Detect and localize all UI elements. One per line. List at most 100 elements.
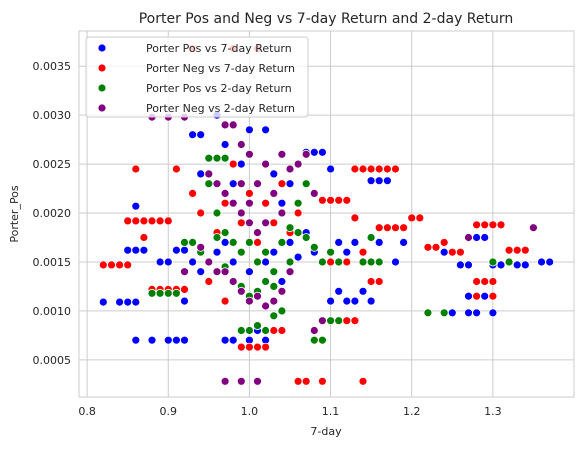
data-point [480, 291, 490, 301]
data-point [236, 286, 246, 296]
data-point [204, 257, 214, 267]
data-point [107, 260, 116, 270]
data-point [277, 208, 287, 218]
data-point [520, 260, 530, 270]
data-point [131, 335, 141, 345]
data-point [115, 297, 124, 307]
data-point [326, 247, 336, 257]
data-point [342, 316, 352, 326]
data-point [374, 176, 384, 186]
data-point [236, 159, 246, 169]
data-point [196, 267, 206, 277]
data-point [439, 247, 449, 257]
data-point [488, 308, 498, 318]
data-point [366, 257, 376, 267]
y-tick-label: 0.0020 [33, 207, 72, 220]
data-point [293, 228, 303, 238]
data-point [228, 120, 238, 130]
data-point [423, 242, 433, 252]
legend-marker [97, 43, 107, 53]
data-point [236, 342, 246, 352]
data-point [309, 242, 319, 252]
data-point [253, 291, 262, 301]
data-point [236, 326, 246, 335]
data-point [269, 326, 279, 335]
data-point [301, 179, 311, 189]
data-point [98, 297, 108, 307]
data-point [455, 260, 465, 270]
data-point [342, 195, 352, 205]
x-axis-ticks: 0.8 0.9 1.0 1.1 1.2 1.3 [78, 405, 501, 418]
data-point [350, 213, 360, 223]
data-point [212, 267, 222, 277]
data-point [415, 213, 425, 223]
x-axis-label: 7-day [310, 425, 342, 438]
data-point [220, 335, 230, 345]
data-point [204, 169, 214, 179]
data-point [236, 179, 246, 189]
data-point [447, 247, 457, 257]
data-point [163, 288, 173, 298]
data-point [309, 147, 319, 157]
data-point [204, 277, 214, 286]
data-point [317, 335, 327, 345]
data-point [464, 260, 473, 270]
data-point [464, 291, 473, 301]
data-point [228, 257, 238, 267]
data-point [407, 213, 417, 223]
data-point [244, 125, 254, 135]
data-point [285, 179, 295, 189]
data-point [171, 335, 181, 345]
data-point [520, 245, 530, 255]
data-point [269, 281, 279, 291]
data-point [220, 228, 230, 238]
data-point [350, 164, 360, 174]
data-point [253, 228, 262, 238]
data-point [188, 257, 198, 267]
data-point [488, 291, 498, 301]
data-point [431, 242, 441, 252]
x-tick-label: 1.2 [403, 405, 421, 418]
data-point [317, 257, 327, 267]
data-point [277, 149, 287, 159]
data-point [358, 376, 368, 386]
y-tick-label: 0.0005 [33, 354, 72, 367]
data-point [131, 164, 141, 174]
data-point [496, 220, 506, 230]
data-point [366, 296, 376, 306]
data-point [480, 233, 490, 242]
data-point [163, 257, 173, 267]
data-point [293, 208, 303, 218]
data-point [358, 164, 368, 174]
plot-area-frame [78, 30, 575, 398]
data-point [317, 376, 327, 386]
data-point [358, 247, 368, 257]
data-point [391, 223, 400, 233]
data-point [261, 218, 271, 228]
data-point [253, 321, 262, 331]
data-point [123, 297, 133, 307]
data-point [472, 220, 482, 230]
data-point [326, 257, 336, 267]
data-point [472, 308, 482, 318]
data-point [220, 140, 230, 149]
data-point [244, 296, 254, 306]
chart-title: Porter Pos and Neg vs 7-day Return and 2… [139, 11, 514, 27]
data-point [488, 257, 498, 267]
data-points [98, 44, 555, 386]
data-point [236, 218, 246, 228]
data-point [342, 247, 352, 257]
data-point [155, 288, 165, 298]
data-point [269, 188, 279, 198]
data-point [244, 237, 254, 247]
data-point [269, 311, 279, 321]
data-point [236, 208, 246, 218]
data-point [472, 277, 482, 286]
y-tick-label: 0.0010 [33, 305, 72, 318]
data-point [171, 245, 181, 255]
data-point [447, 308, 457, 318]
data-point [180, 237, 189, 247]
legend-label: Porter Pos vs 7-day Return [146, 42, 292, 55]
data-point [188, 130, 198, 140]
